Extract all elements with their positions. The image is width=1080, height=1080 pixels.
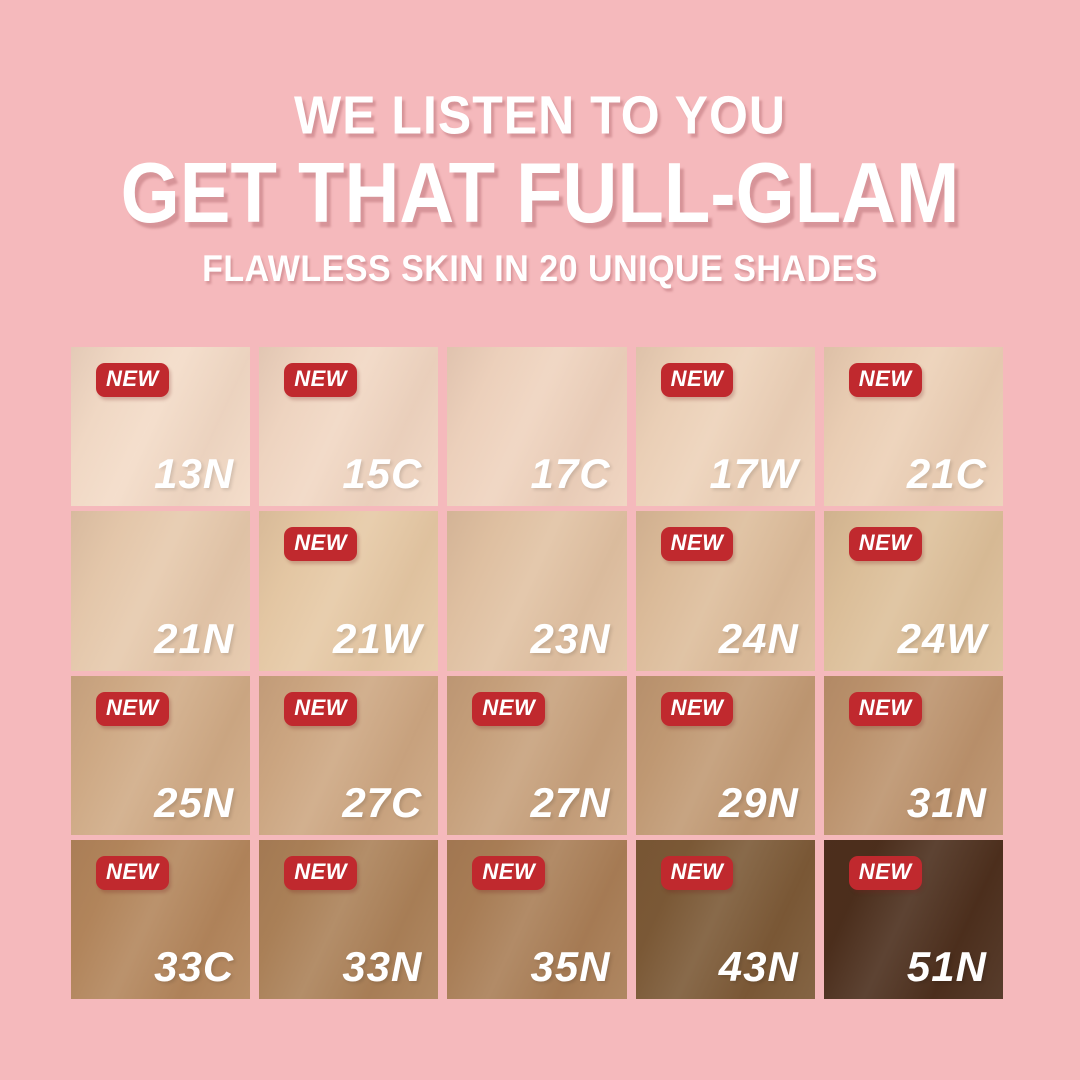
new-badge: NEW xyxy=(472,855,546,890)
shade-swatch-17W: NEW 17W xyxy=(635,347,815,507)
header-subtitle: FLAWLESS SKIN IN 20 UNIQUE SHADES xyxy=(202,248,878,290)
shade-swatch-21N: 21N xyxy=(71,511,251,671)
new-badge: NEW xyxy=(284,691,358,726)
shade-swatch-25N: NEW 25N xyxy=(71,675,251,835)
shade-swatch-33C: NEW 33C xyxy=(71,839,251,999)
shade-swatch-24W: NEW 24W xyxy=(823,511,1003,671)
shade-swatch-13N: NEW 13N xyxy=(71,347,251,507)
shade-code-label: 51N xyxy=(906,943,987,990)
shade-swatch-27C: NEW 27C xyxy=(259,675,439,835)
shade-swatch-23N: 23N xyxy=(447,511,627,671)
new-badge: NEW xyxy=(284,527,358,562)
new-badge: NEW xyxy=(848,363,922,397)
new-badge: NEW xyxy=(848,527,922,562)
shade-code-label: 23N xyxy=(530,614,611,662)
new-badge: NEW xyxy=(96,855,169,890)
shade-code-label: 17W xyxy=(709,450,799,498)
shade-swatch-33N: NEW 33N xyxy=(259,839,439,999)
shade-code-label: 33N xyxy=(342,943,423,990)
shade-code-label: 17C xyxy=(530,450,611,498)
shade-code-label: 35N xyxy=(530,943,611,990)
shade-code-label: 21C xyxy=(906,450,987,498)
shade-code-label: 15C xyxy=(342,450,423,498)
new-badge: NEW xyxy=(284,855,358,890)
shade-swatch-35N: NEW 35N xyxy=(447,839,627,999)
new-badge: NEW xyxy=(472,691,546,726)
new-badge: NEW xyxy=(660,855,734,890)
shade-swatch-17C: 17C xyxy=(447,347,627,507)
shade-swatch-27N: NEW 27N xyxy=(447,675,627,835)
shade-code-label: 31N xyxy=(906,778,987,826)
shade-code-label: 43N xyxy=(718,943,799,990)
new-badge: NEW xyxy=(96,363,169,397)
new-badge: NEW xyxy=(848,691,922,726)
new-badge: NEW xyxy=(848,855,922,890)
shade-swatch-29N: NEW 29N xyxy=(635,675,815,835)
new-badge: NEW xyxy=(660,691,734,726)
shade-swatch-21C: NEW 21C xyxy=(823,347,1003,507)
header-tagline: WE LISTEN TO YOU xyxy=(294,84,786,146)
shade-swatch-31N: NEW 31N xyxy=(823,675,1003,835)
shade-code-label: 29N xyxy=(718,778,799,826)
new-badge: NEW xyxy=(96,691,169,726)
new-badge: NEW xyxy=(660,363,734,397)
shade-code-label: 21W xyxy=(333,614,423,662)
shade-swatch-24N: NEW 24N xyxy=(635,511,815,671)
shade-code-label: 13N xyxy=(154,450,235,498)
shade-swatch-43N: NEW 43N xyxy=(635,839,815,999)
shade-code-label: 33C xyxy=(154,943,235,990)
shade-code-label: 27C xyxy=(342,778,423,826)
new-badge: NEW xyxy=(660,527,734,562)
shade-swatch-21W: NEW 21W xyxy=(259,511,439,671)
header-title: GET THAT FULL-GLAM xyxy=(120,145,960,242)
shade-grid: NEW 13N NEW 15C 17C NEW 17W NEW 21C 21N NEW 21W 23N N… xyxy=(71,347,1003,999)
shade-code-label: 21N xyxy=(154,614,235,662)
shade-code-label: 25N xyxy=(154,778,235,826)
shade-swatch-51N: NEW 51N xyxy=(823,839,1003,999)
shade-code-label: 24N xyxy=(718,614,799,662)
shade-code-label: 27N xyxy=(530,778,611,826)
shade-swatch-15C: NEW 15C xyxy=(259,347,439,507)
new-badge: NEW xyxy=(284,363,358,397)
shade-code-label: 24W xyxy=(897,614,987,662)
